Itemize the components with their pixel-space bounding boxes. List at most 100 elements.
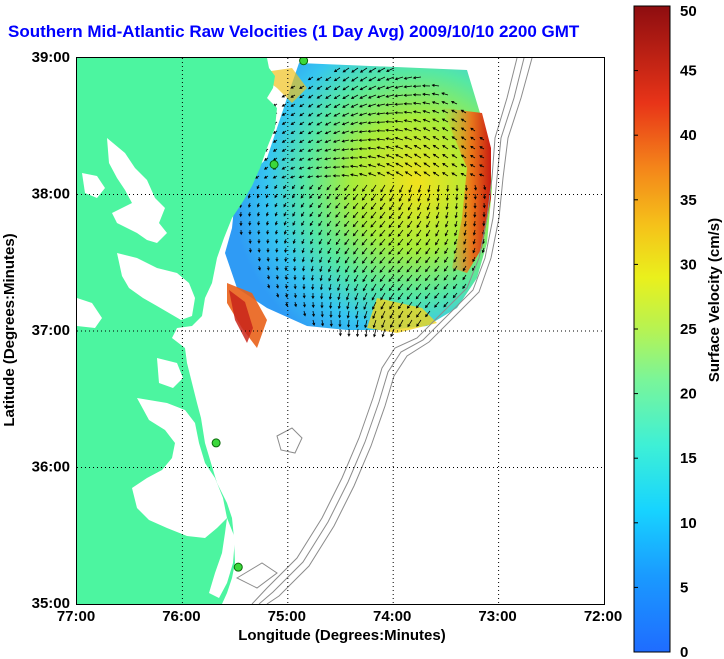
velocity-arrow	[345, 283, 350, 292]
velocity-arrow	[404, 136, 413, 141]
velocity-arrow	[247, 202, 251, 208]
velocity-arrow	[460, 173, 467, 177]
velocity-arrow	[394, 102, 404, 106]
velocity-arrow	[333, 112, 341, 117]
x-axis-ticks: 77:00 76:00 75:00 74:00 73:00 72:00	[57, 608, 622, 625]
velocity-arrow	[292, 202, 296, 208]
velocity-arrow	[441, 127, 449, 132]
velocity-arrow	[317, 202, 323, 209]
bathymetry-contours	[235, 58, 533, 604]
velocity-arrow	[444, 229, 449, 237]
velocity-arrow	[377, 67, 386, 73]
velocity-arrow	[407, 310, 413, 319]
velocity-arrow	[307, 76, 314, 81]
velocity-arrow	[460, 136, 467, 141]
velocity-arrow	[284, 292, 289, 298]
velocity-arrow	[359, 67, 368, 73]
x-axis-label: Longitude (Degrees:Minutes)	[238, 627, 446, 644]
velocity-arrow	[307, 166, 314, 170]
velocity-arrow	[293, 292, 297, 299]
velocity-arrow	[342, 85, 350, 91]
velocity-arrow	[358, 138, 368, 142]
velocity-arrow	[470, 145, 476, 150]
velocity-arrow	[316, 94, 323, 99]
velocity-arrow	[283, 184, 287, 190]
velocity-arrow	[310, 247, 314, 254]
velocity-arrow	[257, 265, 261, 271]
velocity-arrow	[349, 164, 359, 168]
velocity-arrow	[398, 301, 404, 310]
velocity-arrow	[248, 247, 252, 253]
velocity-arrow	[434, 247, 440, 255]
velocity-arrow	[389, 193, 395, 202]
velocity-arrow	[316, 130, 323, 135]
velocity-arrow	[316, 103, 323, 108]
velocity-arrow	[350, 130, 359, 134]
velocity-arrow	[370, 220, 377, 228]
velocity-arrow	[415, 265, 422, 273]
colorbar-tick-label: 5	[680, 579, 688, 596]
velocity-arrow	[283, 229, 287, 235]
velocity-arrow	[394, 145, 404, 150]
velocity-arrow	[315, 148, 323, 152]
velocity-arrow	[257, 247, 261, 253]
velocity-arrow	[388, 211, 395, 220]
velocity-arrow	[388, 247, 395, 255]
velocity-arrow	[333, 103, 341, 108]
velocity-arrow	[290, 121, 296, 126]
velocity-arrow	[403, 110, 413, 114]
velocity-arrow	[299, 103, 305, 108]
velocity-arrow	[451, 163, 458, 168]
colorbar-tick-label: 35	[680, 192, 697, 209]
velocity-arrow	[417, 211, 422, 220]
velocity-arrow	[344, 238, 350, 246]
velocity-arrow	[310, 256, 314, 263]
velocity-arrow	[472, 256, 476, 263]
velocity-arrow	[291, 193, 296, 199]
velocity-arrow	[394, 111, 404, 115]
velocity-arrow	[316, 139, 323, 143]
velocity-arrow	[453, 247, 458, 254]
velocity-arrow	[443, 283, 449, 290]
velocity-arrow	[285, 301, 289, 307]
velocity-arrow	[328, 292, 332, 300]
velocity-arrow	[248, 211, 252, 217]
velocity-arrow	[432, 144, 440, 150]
velocity-arrow	[341, 165, 350, 169]
velocity-arrow	[482, 193, 486, 200]
velocity-arrow	[352, 238, 359, 246]
velocity-arrow	[350, 121, 359, 126]
velocity-arrow	[424, 292, 431, 300]
velocity-arrow	[310, 265, 314, 272]
velocity-arrow	[417, 202, 422, 211]
velocity-arrow	[394, 128, 404, 132]
velocity-arrow	[328, 265, 332, 273]
velocity-arrow	[341, 148, 350, 152]
velocity-arrow	[386, 171, 395, 177]
velocity-arrow	[478, 173, 485, 177]
velocity-arrow	[416, 220, 422, 229]
velocity-arrow	[333, 76, 341, 82]
velocity-arrow	[479, 164, 485, 168]
velocity-arrow	[412, 76, 422, 80]
velocity-arrow	[344, 247, 350, 255]
velocity-arrow	[275, 238, 279, 244]
velocity-arrow	[309, 211, 314, 218]
colorbar-tick-label: 30	[680, 256, 697, 273]
velocity-arrow	[406, 229, 413, 237]
velocity-arrow	[299, 85, 305, 89]
velocity-arrow	[412, 84, 422, 88]
y-axis-label: Latitude (Degrees:Minutes)	[1, 233, 18, 426]
velocity-arrow	[397, 238, 404, 246]
velocity-arrow	[281, 94, 287, 98]
velocity-arrow	[422, 118, 431, 123]
velocity-arrow	[317, 184, 323, 190]
velocity-arrow	[376, 94, 386, 99]
velocity-arrow	[406, 247, 413, 255]
velocity-arrow	[310, 229, 314, 236]
velocity-arrow	[301, 238, 305, 245]
velocity-arrow	[445, 211, 449, 219]
velocity-arrow	[394, 76, 404, 81]
velocity-arrow	[350, 94, 359, 99]
velocity-arrow	[373, 328, 377, 338]
